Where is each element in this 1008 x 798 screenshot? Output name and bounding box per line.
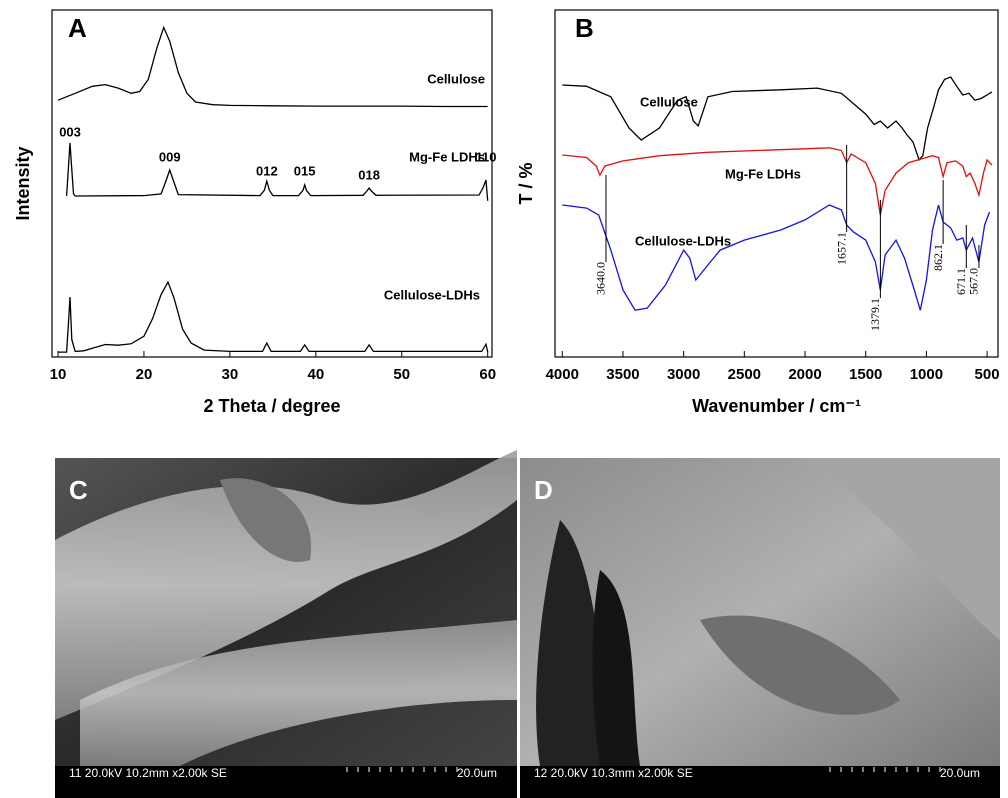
plot-frame bbox=[554, 9, 999, 358]
marker-label: 1379.1 bbox=[868, 298, 882, 331]
sem-scale: 20.0um bbox=[457, 766, 497, 780]
sem-image-c bbox=[55, 450, 517, 798]
x-tick-label: 60 bbox=[479, 366, 496, 383]
marker-label: 3640.0 bbox=[594, 262, 608, 295]
marker-label: 671.1 bbox=[954, 268, 968, 295]
sem-image-d bbox=[520, 458, 1000, 798]
peak-label: 015 bbox=[294, 163, 316, 178]
sem-scale: 20.0um bbox=[940, 766, 980, 780]
y-axis-label: T / % bbox=[516, 162, 536, 204]
peak-label: 003 bbox=[59, 124, 81, 139]
series-line bbox=[562, 76, 993, 162]
series-line bbox=[562, 204, 991, 311]
peak-label: 110 bbox=[475, 149, 496, 164]
x-axis-label: Wavenumber / cm⁻¹ bbox=[692, 396, 861, 416]
plot-frame bbox=[51, 9, 493, 358]
panel-label: C bbox=[69, 475, 88, 505]
x-tick-label: 2000 bbox=[788, 366, 821, 383]
x-tick-label: 1000 bbox=[910, 366, 943, 383]
sem-info: 11 20.0kV 10.2mm x2.00k SE bbox=[69, 766, 227, 780]
x-tick-label: 1500 bbox=[849, 366, 882, 383]
y-axis-label: Intensity bbox=[13, 146, 33, 220]
series-line bbox=[57, 25, 488, 108]
x-tick-label: 30 bbox=[222, 366, 239, 383]
peak-label: 009 bbox=[159, 149, 181, 164]
x-tick-label: 40 bbox=[307, 366, 324, 383]
series-label: Cellulose bbox=[427, 71, 485, 86]
marker-label: 567.0 bbox=[967, 268, 981, 295]
series-label: Cellulose bbox=[640, 94, 698, 109]
x-tick-label: 20 bbox=[136, 366, 153, 383]
x-tick-label: 3000 bbox=[667, 366, 700, 383]
x-tick-label: 3500 bbox=[606, 366, 639, 383]
marker-label: 1657.1 bbox=[834, 232, 848, 265]
x-tick-label: 10 bbox=[50, 366, 67, 383]
peak-label: 018 bbox=[358, 167, 380, 182]
series-label: Cellulose-LDHs bbox=[384, 287, 480, 302]
x-tick-label: 2500 bbox=[728, 366, 761, 383]
series-label: Mg-Fe LDHs bbox=[409, 149, 485, 164]
sem-info: 12 20.0kV 10.3mm x2.00k SE bbox=[534, 766, 693, 780]
series-line bbox=[58, 280, 489, 353]
panel-label: A bbox=[68, 13, 87, 43]
panel-label: B bbox=[575, 13, 594, 43]
series-label: Mg-Fe LDHs bbox=[725, 166, 801, 181]
marker-label: 862.1 bbox=[931, 244, 945, 271]
panel-label: D bbox=[534, 475, 553, 505]
x-tick-label: 50 bbox=[393, 366, 410, 383]
x-axis-label: 2 Theta / degree bbox=[203, 396, 340, 416]
x-tick-label: 500 bbox=[975, 366, 1000, 383]
peak-label: 012 bbox=[256, 163, 278, 178]
series-line bbox=[65, 142, 489, 201]
series-line bbox=[562, 147, 993, 216]
series-label: Cellulose-LDHs bbox=[635, 233, 731, 248]
x-tick-label: 4000 bbox=[546, 366, 579, 383]
